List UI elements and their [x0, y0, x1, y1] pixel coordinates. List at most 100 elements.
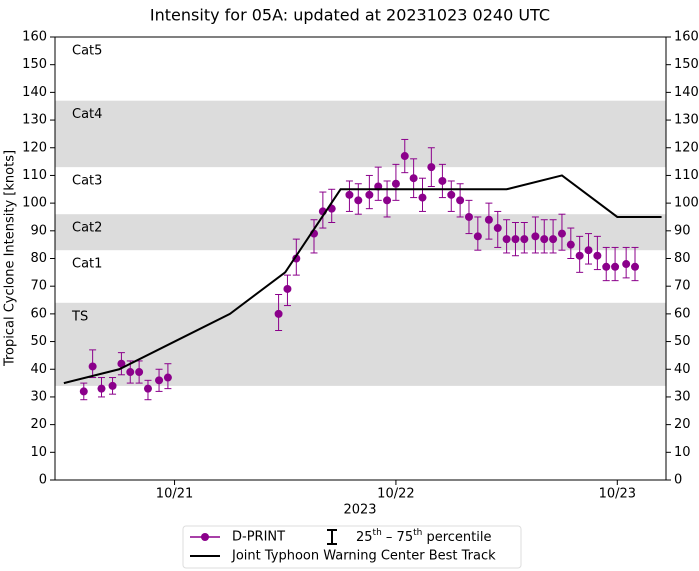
data-point	[493, 224, 502, 233]
data-point	[531, 232, 540, 241]
data-point	[117, 359, 126, 368]
y-tick-label: 140	[22, 85, 47, 100]
y2-tick-label: 160	[674, 30, 699, 45]
y-tick-label: 70	[30, 279, 47, 294]
data-point	[88, 362, 97, 371]
data-point	[283, 284, 292, 293]
y2-tick-label: 80	[674, 251, 691, 266]
data-point	[365, 190, 374, 199]
legend: D-PRINT Joint Typhoon Warning Center Best…	[182, 525, 522, 569]
x-tick-label: 10/22	[377, 487, 414, 502]
legend-text-part: percentile	[422, 530, 491, 545]
y2-tick-label: 110	[674, 168, 699, 183]
y2-tick-label: 0	[674, 473, 682, 488]
y-tick-label: 60	[30, 306, 47, 321]
category-label: Cat2	[72, 221, 102, 236]
y2-tick-label: 30	[674, 389, 691, 404]
x-tick-label: 10/23	[599, 487, 636, 502]
data-point	[575, 251, 584, 260]
data-point	[511, 235, 520, 244]
category-label: TS	[71, 309, 88, 324]
data-point	[473, 232, 482, 241]
y-tick-label: 10	[30, 445, 47, 460]
data-point	[566, 240, 575, 249]
y2-tick-label: 50	[674, 334, 691, 349]
data-point	[400, 152, 409, 161]
data-point	[593, 251, 602, 260]
y2-tick-label: 40	[674, 362, 691, 377]
category-label: Cat4	[72, 107, 102, 122]
data-point	[438, 176, 447, 185]
data-point	[383, 196, 392, 205]
data-point	[143, 384, 152, 393]
best-track-line	[63, 174, 662, 385]
data-point	[418, 193, 427, 202]
legend-text-part: 25	[356, 530, 373, 545]
legend-marker	[201, 533, 209, 541]
y-tick-label: 30	[30, 389, 47, 404]
legend-text-part: th	[373, 528, 382, 538]
legend-label: Joint Typhoon Warning Center Best Track	[231, 549, 496, 564]
y2-tick-label: 120	[674, 140, 699, 155]
y-tick-label: 130	[22, 113, 47, 128]
x-tick-label: 10/21	[156, 487, 193, 502]
data-point	[409, 174, 418, 183]
y-tick-label: 160	[22, 30, 47, 45]
y-tick-label: 0	[39, 473, 47, 488]
y-tick-label: 100	[22, 196, 47, 211]
y2-tick-label: 90	[674, 223, 691, 238]
data-point	[108, 381, 117, 390]
data-point	[155, 376, 164, 385]
data-point	[502, 235, 511, 244]
chart-title: Intensity for 05A: updated at 20231023 0…	[150, 6, 550, 25]
y-tick-label: 110	[22, 168, 47, 183]
y-axis-label: Tropical Cyclone Intensity [knots]	[3, 150, 18, 367]
y2-tick-label: 10	[674, 445, 691, 460]
y2-tick-label: 150	[674, 57, 699, 72]
category-label: Cat1	[72, 257, 102, 272]
y2-tick-label: 20	[674, 417, 691, 432]
y2-tick-label: 130	[674, 113, 699, 128]
data-point	[354, 196, 363, 205]
legend-box	[182, 525, 522, 569]
data-point	[631, 262, 640, 271]
y-tick-label: 150	[22, 57, 47, 72]
y2-tick-label: 100	[674, 196, 699, 211]
category-band	[55, 302, 666, 386]
data-point	[345, 190, 354, 199]
y2-tick-label: 60	[674, 306, 691, 321]
data-point	[611, 262, 620, 271]
data-point	[126, 368, 135, 377]
legend-error-icon	[327, 529, 337, 545]
y-tick-label: 20	[30, 417, 47, 432]
data-point	[464, 212, 473, 221]
data-point	[391, 179, 400, 188]
data-point	[97, 384, 106, 393]
category-band	[55, 100, 666, 168]
legend-text-part: – 75	[382, 530, 413, 545]
data-point	[520, 235, 529, 244]
data-point	[484, 215, 493, 224]
category-label: Cat3	[72, 174, 102, 189]
data-point	[540, 235, 549, 244]
data-point	[447, 190, 456, 199]
y-tick-label: 80	[30, 251, 47, 266]
data-point	[135, 368, 144, 377]
data-point	[456, 196, 465, 205]
category-label: Cat5	[72, 44, 102, 59]
y-tick-label: 40	[30, 362, 47, 377]
data-point	[274, 309, 283, 318]
data-point	[602, 262, 611, 271]
x-axis-label: 2023	[343, 503, 376, 518]
data-point	[549, 235, 558, 244]
y-tick-label: 90	[30, 223, 47, 238]
data-point	[557, 229, 566, 238]
data-point	[79, 387, 88, 396]
data-point	[427, 163, 436, 172]
legend-label: 25th – 75th percentile	[356, 528, 491, 545]
y2-tick-label: 140	[674, 85, 699, 100]
y2-tick-label: 70	[674, 279, 691, 294]
legend-label: D-PRINT	[232, 530, 285, 545]
y-tick-label: 120	[22, 140, 47, 155]
